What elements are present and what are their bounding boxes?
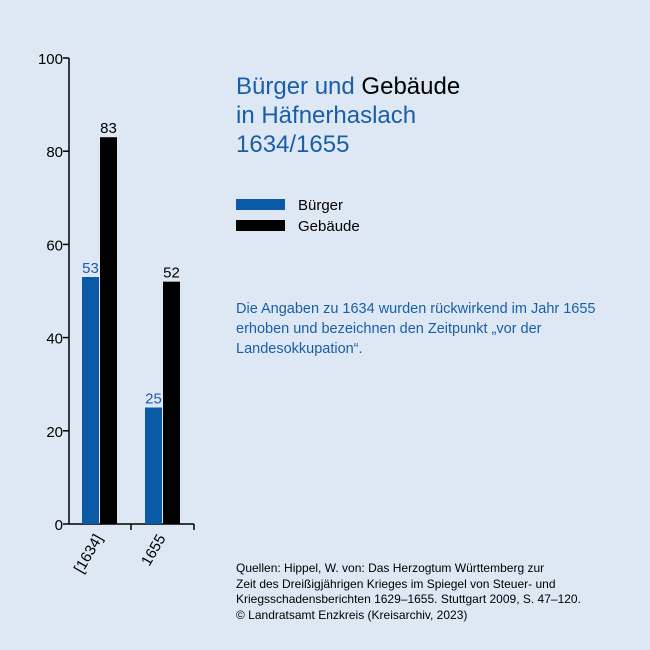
title-line-place: in Häfnerhaslach — [236, 102, 417, 129]
copyright-line: © Landratsamt Enzkreis (Kreisarchiv, 202… — [236, 607, 468, 622]
y-tick-label: 0 — [55, 517, 63, 534]
legend-label-gebaeude: Gebäude — [298, 218, 360, 235]
y-tick-label: 60 — [46, 237, 63, 254]
source-line: Zeit des Dreißigjährigen Krieges im Spie… — [236, 576, 556, 591]
bar-gebaeude — [163, 281, 180, 524]
chart-title: Bürger und Gebäude in Häfnerhaslach 1634… — [236, 72, 460, 159]
sources: Quellen: Hippel, W. von: Das Herzogtum W… — [236, 561, 646, 623]
data-label: 83 — [100, 120, 117, 137]
y-tick-label: 20 — [46, 424, 63, 441]
data-label: 53 — [82, 260, 99, 277]
legend-swatch-gebaeude — [236, 220, 285, 231]
y-tick-label: 100 — [38, 51, 63, 68]
bar-buerger — [145, 407, 162, 524]
note-text: Die Angaben zu 1634 wurden rückwirkend i… — [236, 301, 596, 357]
title-part-gebaeude: Gebäude — [361, 73, 461, 100]
bar-gebaeude — [100, 137, 117, 524]
data-label: 25 — [145, 391, 162, 408]
bar-buerger — [82, 277, 99, 524]
y-tick-label: 40 — [46, 331, 63, 348]
y-tick-label: 80 — [46, 144, 63, 161]
source-line: Quellen: Hippel, W. von: Das Herzogtum W… — [236, 561, 545, 575]
x-tick-label: [1634] — [71, 532, 107, 577]
title-part-buerger: Bürger und — [236, 73, 362, 100]
title-line-years: 1634/1655 — [236, 131, 350, 158]
legend-swatch-buerger — [236, 199, 285, 210]
source-line: Kriegsschadensberichten 1629–1655. Stutt… — [236, 592, 581, 606]
legend-label-buerger: Bürger — [298, 197, 344, 214]
x-tick-label: 1655 — [138, 532, 169, 569]
data-label: 52 — [163, 265, 180, 282]
